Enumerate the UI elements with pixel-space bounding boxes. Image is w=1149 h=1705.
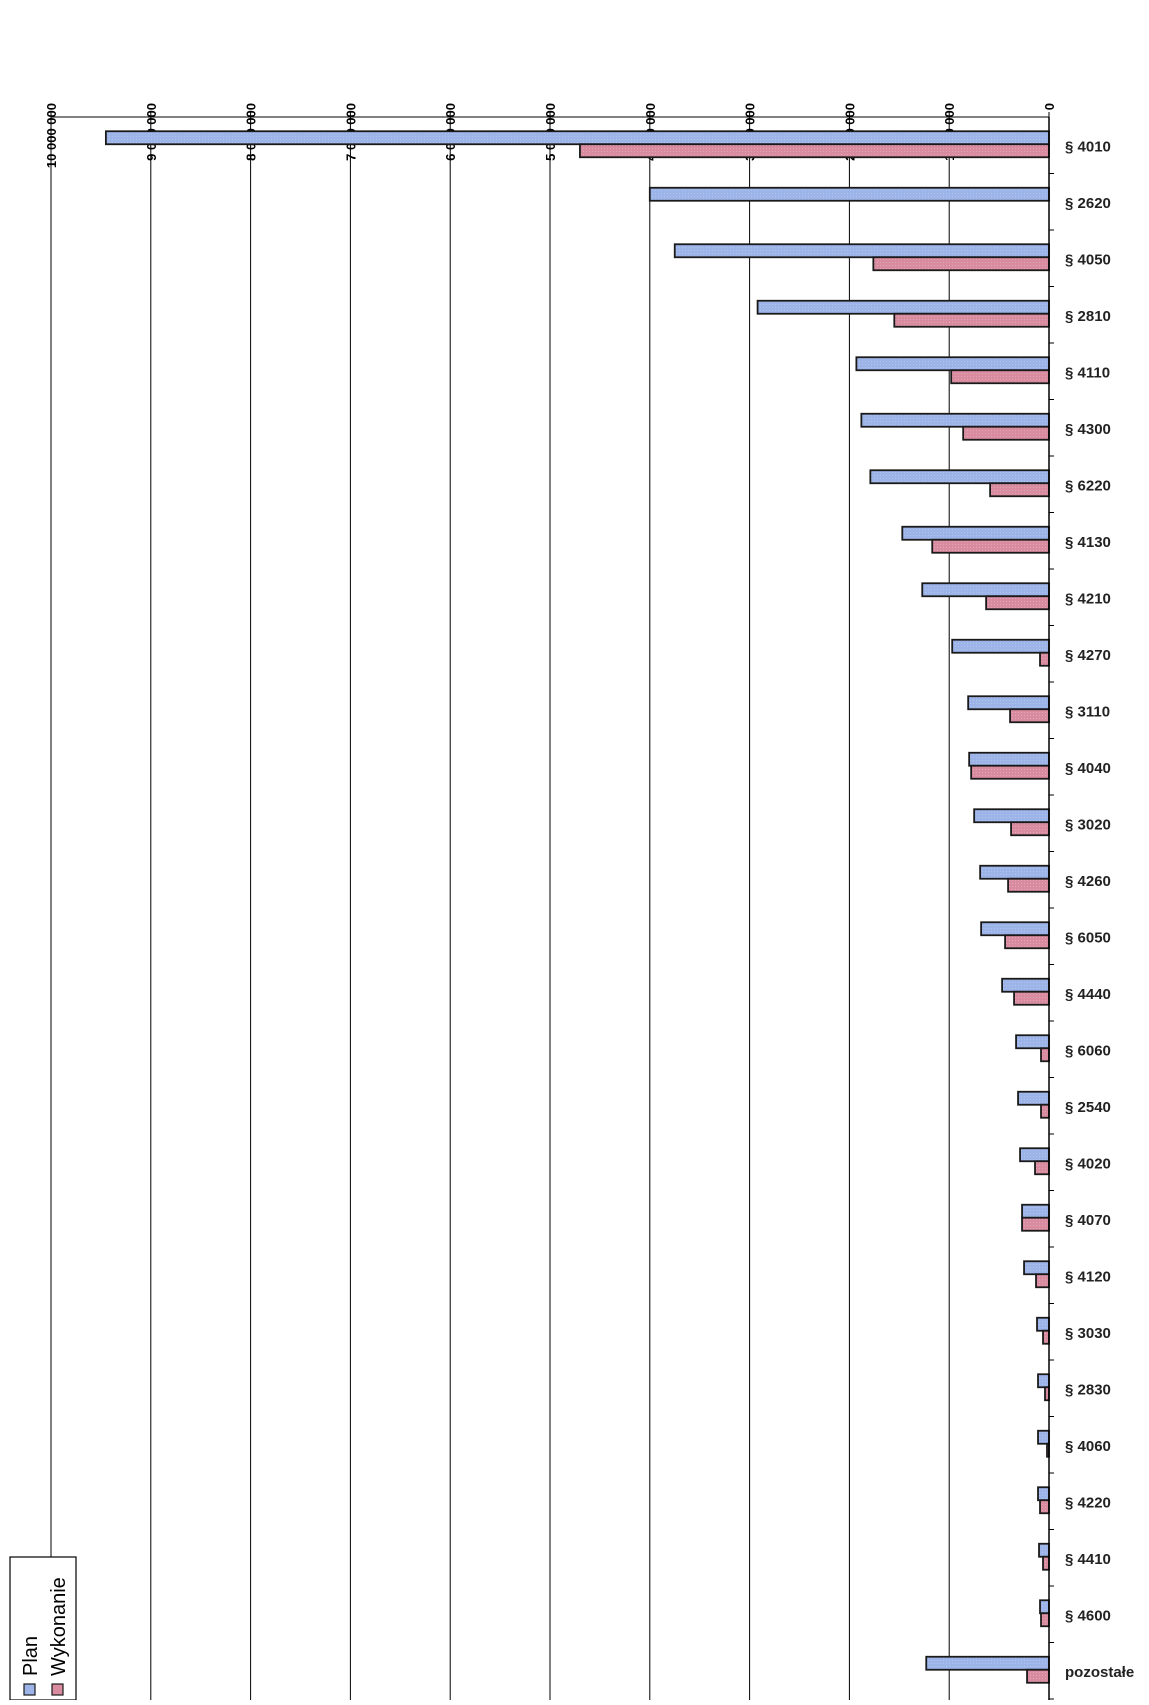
bar-plan [1001, 977, 1050, 993]
bar-plan [673, 243, 1050, 259]
bar-plan [1037, 1486, 1050, 1502]
bar-plan [967, 695, 1050, 711]
bar-plan [860, 412, 1050, 428]
bar-plan [855, 356, 1050, 372]
bar-plan [1023, 1260, 1050, 1276]
legend-label-plan: Plan [20, 1636, 42, 1676]
bar-plan [901, 525, 1050, 541]
category-label: § 2540 [1065, 1099, 1111, 1116]
bar-plan [1017, 1090, 1050, 1106]
bar-wykonanie [1039, 1499, 1050, 1515]
bar-wykonanie [1007, 877, 1050, 893]
legend-box [9, 1556, 77, 1701]
legend: Plan Wykonanie [9, 1556, 77, 1701]
bar-wykonanie [970, 764, 1050, 780]
bar-wykonanie [893, 312, 1050, 328]
bar-plan [869, 469, 1050, 485]
category-label: § 3020 [1065, 816, 1111, 833]
bar-plan [1039, 1599, 1050, 1615]
bar-plan [973, 808, 1050, 824]
bar-wykonanie [1039, 651, 1050, 667]
bar-plan [1037, 1373, 1050, 1389]
bar-wykonanie [1042, 1555, 1050, 1571]
bar-wykonanie [931, 538, 1050, 554]
bar-wykonanie [1035, 1273, 1050, 1289]
category-label: § 2620 [1065, 195, 1111, 212]
category-label: § 4600 [1065, 1607, 1111, 1624]
category-label: § 4040 [1065, 760, 1111, 777]
bar-wykonanie [1026, 1668, 1050, 1684]
bar-plan [951, 638, 1050, 654]
category-label: § 4440 [1065, 986, 1111, 1003]
bar-plan [979, 864, 1050, 880]
bar-plan [921, 582, 1050, 598]
category-label: § 4010 [1065, 138, 1111, 155]
category-label: § 4020 [1065, 1155, 1111, 1172]
category-label: pozostałe [1065, 1664, 1134, 1681]
bar-wykonanie [1021, 1216, 1050, 1232]
category-label: § 2830 [1065, 1381, 1111, 1398]
category-label: § 4120 [1065, 1268, 1111, 1285]
bar-wykonanie [1040, 1103, 1050, 1119]
legend-swatch-plan [23, 1683, 36, 1696]
category-label: § 4110 [1065, 364, 1110, 381]
bar-wykonanie [579, 143, 1050, 159]
bar-wykonanie [962, 425, 1050, 441]
bar-wykonanie [950, 369, 1050, 385]
category-label: § 4410 [1065, 1551, 1111, 1568]
category-label: § 4260 [1065, 873, 1111, 890]
bar-plan [756, 299, 1050, 315]
bar-wykonanie [1010, 821, 1050, 837]
category-label: § 3110 [1065, 703, 1110, 720]
category-label: § 4210 [1065, 590, 1111, 607]
bar-plan [980, 921, 1050, 937]
bar-wykonanie [1009, 708, 1050, 724]
bar-wykonanie [1004, 934, 1050, 950]
tick-label: 0 [1042, 103, 1057, 110]
category-label: § 3030 [1065, 1325, 1111, 1342]
category-label: § 4300 [1065, 421, 1111, 438]
category-label: § 4070 [1065, 1212, 1111, 1229]
bars [104, 130, 1050, 1684]
bar-plan [925, 1655, 1050, 1671]
category-label: § 4050 [1065, 251, 1111, 268]
tick-label: 10 000 000 [44, 103, 59, 168]
category-label: § 2810 [1065, 308, 1111, 325]
category-label: § 4060 [1065, 1438, 1111, 1455]
category-label: § 4130 [1065, 534, 1111, 551]
bar-plan [1038, 1542, 1050, 1558]
legend-swatch-wykonanie [51, 1683, 64, 1696]
category-label: § 6060 [1065, 1042, 1111, 1059]
category-label: § 4270 [1065, 647, 1111, 664]
bar-plan [1037, 1429, 1050, 1445]
legend-label-wykonanie: Wykonanie [48, 1577, 70, 1676]
bar-wykonanie [1013, 990, 1050, 1006]
bar-plan [1021, 1203, 1050, 1219]
bar-plan [1036, 1316, 1050, 1332]
bar-plan [968, 751, 1050, 767]
bar-wykonanie [1034, 1160, 1050, 1176]
bar-wykonanie [872, 256, 1050, 272]
bar-plan [648, 186, 1050, 202]
bar-wykonanie [1040, 1047, 1050, 1063]
bar-wykonanie [989, 482, 1050, 498]
category-label: § 4220 [1065, 1494, 1111, 1511]
bar-plan [104, 130, 1050, 146]
bar-plan [1015, 1034, 1050, 1050]
category-label: § 6050 [1065, 929, 1111, 946]
bar-wykonanie [1042, 1329, 1050, 1345]
gridlines [50, 116, 1050, 1700]
bar-wykonanie [1040, 1612, 1050, 1628]
bar-plan [1019, 1147, 1050, 1163]
category-label: § 6220 [1065, 477, 1111, 494]
category-axis: § 4010 § 2620 § 4050 § 2810 § 4110 § 4300 § 62… [1048, 117, 1134, 1700]
bar-wykonanie [985, 595, 1050, 611]
